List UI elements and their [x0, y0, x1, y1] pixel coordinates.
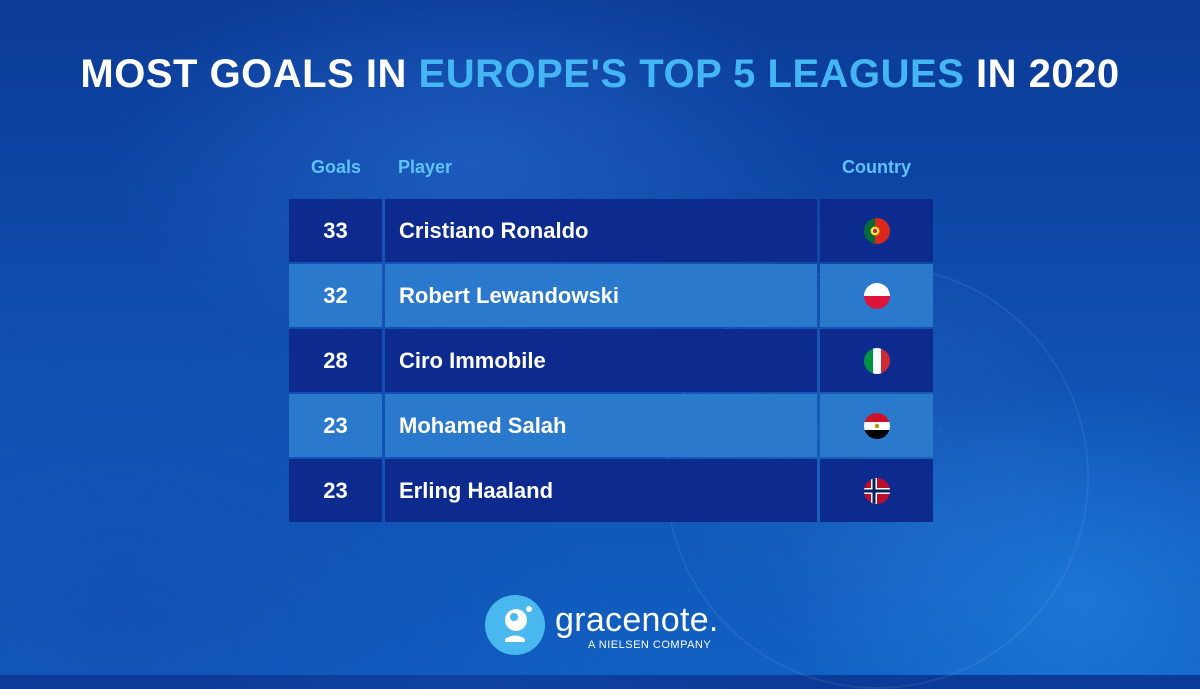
portugal-flag-icon	[863, 217, 890, 244]
player-cell: Robert Lewandowski	[385, 264, 817, 327]
goals-value: 32	[323, 282, 348, 308]
table-row: 23 Mohamed Salah	[289, 394, 933, 457]
logo-wordmark: gracenote.	[555, 601, 719, 639]
player-name: Robert Lewandowski	[399, 282, 620, 308]
player-name: Cristiano Ronaldo	[399, 217, 589, 243]
country-cell	[820, 199, 933, 262]
goals-value: 23	[323, 412, 348, 438]
column-header-country: Country	[842, 157, 911, 177]
goals-value: 33	[323, 217, 348, 243]
gracenote-logo: gracenote. A NIELSEN COMPANY	[485, 595, 725, 655]
player-name: Mohamed Salah	[399, 412, 567, 438]
country-cell	[820, 394, 933, 457]
country-cell	[820, 329, 933, 392]
player-name: Erling Haaland	[399, 477, 554, 503]
poland-flag-icon	[863, 282, 890, 309]
country-cell	[820, 264, 933, 327]
title-part2: IN 2020	[964, 52, 1120, 96]
goals-cell: 23	[289, 394, 382, 457]
goals-value: 23	[323, 477, 348, 503]
goals-cell: 28	[289, 329, 382, 392]
player-cell: Ciro Immobile	[385, 329, 817, 392]
title-highlight: EUROPE'S TOP 5 LEAGUES	[418, 52, 965, 96]
title-part1: MOST GOALS IN	[80, 52, 419, 96]
norway-flag-icon	[863, 477, 890, 504]
italy-flag-icon	[863, 347, 890, 374]
column-header-player: Player	[398, 157, 453, 177]
logo-tagline: A NIELSEN COMPANY	[588, 639, 712, 651]
gracenote-logo-icon	[485, 595, 545, 655]
goals-cell: 33	[289, 199, 382, 262]
country-cell	[820, 459, 933, 522]
page-title: MOST GOALS IN EUROPE'S TOP 5 LEAGUES IN …	[0, 52, 1200, 97]
table-row: 28 Ciro Immobile	[289, 329, 933, 392]
table-row: 23 Erling Haaland	[289, 459, 933, 522]
player-name: Ciro Immobile	[399, 347, 546, 373]
player-cell: Mohamed Salah	[385, 394, 817, 457]
player-cell: Erling Haaland	[385, 459, 817, 522]
goals-cell: 23	[289, 459, 382, 522]
goals-cell: 32	[289, 264, 382, 327]
table-row: 33 Cristiano Ronaldo	[289, 199, 933, 262]
table-row: 32 Robert Lewandowski	[289, 264, 933, 327]
goals-value: 28	[323, 347, 348, 373]
player-cell: Cristiano Ronaldo	[385, 199, 817, 262]
column-header-goals: Goals	[311, 157, 362, 177]
egypt-flag-icon	[863, 412, 890, 439]
